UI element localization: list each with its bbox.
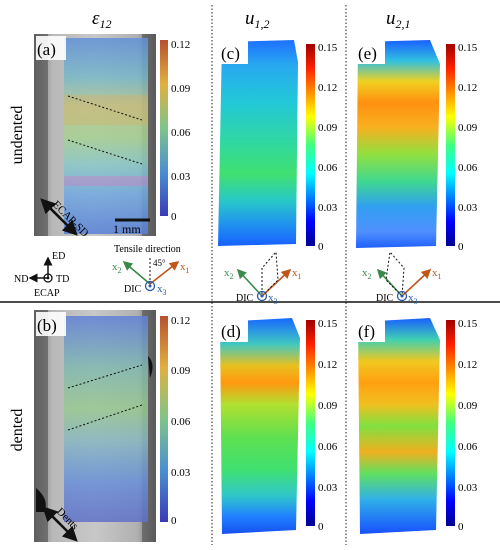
gradient-map-d [220,318,300,534]
svg-text:0.12: 0.12 [318,359,337,371]
svg-text:0: 0 [458,521,464,533]
svg-text:x2: x2 [224,267,234,281]
row-label-undented: undented [9,106,26,165]
svg-text:DIC: DIC [376,293,394,304]
svg-text:0.12: 0.12 [458,359,477,371]
gradient-map-f [358,318,440,534]
colorbar-f: 0.15 0.12 0.09 0.06 0.03 0 [446,318,478,533]
scale-bar-label: 1 mm [113,222,141,236]
svg-text:0.12: 0.12 [318,82,337,94]
strain-map-a [64,38,148,234]
svg-text:0.15: 0.15 [458,42,478,54]
svg-text:0.06: 0.06 [458,162,478,174]
svg-text:0.12: 0.12 [171,315,190,327]
panel-label-f: (f) [358,322,375,341]
gradient-map-e [356,40,440,248]
svg-text:x3: x3 [408,292,418,306]
svg-text:ND: ND [14,274,28,285]
dent-top-right [148,356,153,378]
dic-axes-e: x1 x2 x3 DIC [362,250,442,306]
svg-text:0.03: 0.03 [171,171,191,183]
svg-text:x1: x1 [292,267,302,281]
shear-band-line [67,95,143,121]
svg-text:x1: x1 [432,267,442,281]
panel-c: (c) [218,40,298,246]
tensile-direction-label: Tensile direction [114,244,181,255]
panel-b: (b) Dents [34,310,156,542]
svg-text:0: 0 [318,521,324,533]
svg-text:DIC: DIC [124,284,142,295]
svg-text:0.15: 0.15 [458,318,478,330]
panel-label-c: (c) [221,44,240,63]
svg-text:0.06: 0.06 [318,441,338,453]
svg-text:0.03: 0.03 [318,202,338,214]
svg-text:x1: x1 [180,261,190,275]
svg-text:ECAP: ECAP [34,288,60,299]
shear-band-line [67,364,143,389]
gradient-map-c [218,40,298,246]
colorbar-c: 0.15 0.12 0.09 0.06 0.03 0 [306,42,338,253]
shear-band-line [67,139,143,165]
panel-f: (f) [357,318,440,534]
col3-header: u2,1 [386,8,411,31]
strain-map-b [64,316,148,522]
svg-text:TD: TD [56,274,69,285]
svg-text:0.09: 0.09 [318,122,338,134]
svg-text:0.15: 0.15 [318,318,338,330]
shear-band-line [67,404,143,431]
svg-text:0.12: 0.12 [171,39,190,51]
row-label-dented: dented [9,409,26,452]
svg-text:x3: x3 [268,292,278,306]
svg-text:DIC: DIC [236,293,254,304]
svg-text:45°: 45° [153,258,166,268]
panel-label-b: (b) [37,316,57,335]
panel-label-a: (a) [37,40,56,59]
svg-text:0.09: 0.09 [458,122,478,134]
svg-text:0: 0 [171,211,177,223]
svg-text:0: 0 [458,241,464,253]
svg-text:0.03: 0.03 [318,482,338,494]
svg-text:0.09: 0.09 [458,400,478,412]
svg-text:0.15: 0.15 [318,42,338,54]
panel-a: (a) ECAP-SD 1 mm [34,34,156,240]
svg-text:0.06: 0.06 [171,127,191,139]
specimen-axes: ED ND TD ECAP [14,251,69,299]
colorbar-b: 0.12 0.09 0.06 0.03 0 [160,315,191,527]
svg-text:0.03: 0.03 [458,202,478,214]
svg-text:x2: x2 [112,261,122,275]
svg-text:0.12: 0.12 [458,82,477,94]
svg-text:x2: x2 [362,267,372,281]
colorbar-a: 0.12 0.09 0.06 0.03 0 [160,39,191,223]
svg-text:0.06: 0.06 [171,416,191,428]
dent-bottom-left [36,488,46,512]
panel-e: (e) [356,40,440,248]
dic-axes-c: x1 x2 x3 DIC [224,250,302,306]
svg-text:0.06: 0.06 [318,162,338,174]
svg-text:0.09: 0.09 [318,400,338,412]
svg-text:0: 0 [171,515,177,527]
svg-text:0.09: 0.09 [171,365,191,377]
panel-d: (d) [220,318,300,534]
svg-text:0.03: 0.03 [171,467,191,479]
colorbar-d: 0.15 0.12 0.09 0.06 0.03 0 [306,318,338,533]
svg-text:0.03: 0.03 [458,482,478,494]
svg-text:0: 0 [318,241,324,253]
col2-header: u1,2 [245,8,270,31]
panel-label-e: (e) [358,44,377,63]
colorbar-e: 0.15 0.12 0.09 0.06 0.03 0 [446,42,478,253]
col1-header: ε12 [92,8,112,31]
svg-text:ED: ED [52,251,65,262]
svg-text:0.06: 0.06 [458,441,478,453]
svg-text:0.09: 0.09 [171,83,191,95]
svg-text:x3: x3 [157,283,167,297]
panel-label-d: (d) [221,322,241,341]
dic-axes-a: Tensile direction 45° x1 x2 x3 DIC [112,244,190,297]
